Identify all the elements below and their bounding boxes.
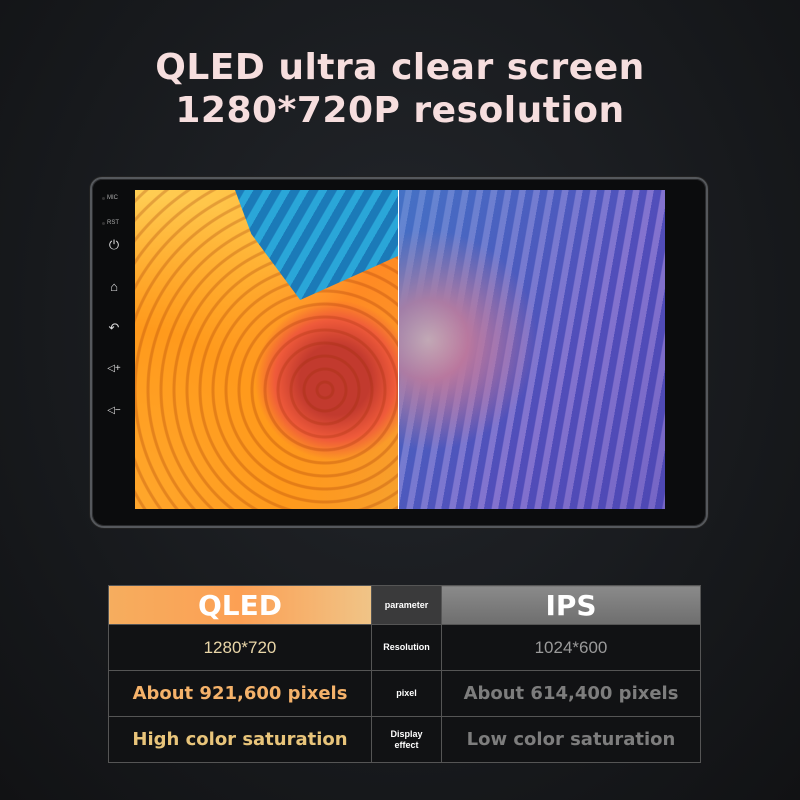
- parameter-resolution: Resolution: [371, 624, 442, 671]
- headline-line-1: QLED ultra clear screen: [155, 47, 645, 88]
- qled-display-effect: High color saturation: [108, 716, 372, 763]
- power-icon[interactable]: ⏻: [108, 237, 120, 252]
- side-panel: MIC RST ⏻ ⌂ ↶ ◁+ ◁−: [92, 179, 137, 526]
- headline-line-2: 1280*720P resolution: [175, 90, 625, 131]
- parameter-pixel: pixel: [371, 670, 442, 717]
- table-header-row: QLED parameter IPS: [108, 585, 701, 625]
- qled-pixels: About 921,600 pixels: [108, 670, 372, 717]
- table-row: High color saturation Display effect Low …: [108, 716, 701, 763]
- back-icon[interactable]: ↶: [108, 320, 120, 335]
- volume-down-icon[interactable]: ◁−: [107, 405, 121, 416]
- ips-fade: [398, 190, 665, 509]
- rst-label: RST: [102, 220, 119, 226]
- ips-pixels: About 614,400 pixels: [441, 670, 701, 717]
- parameter-display-effect: Display effect: [371, 716, 442, 763]
- parameter-header: parameter: [371, 585, 442, 625]
- ips-display-effect: Low color saturation: [441, 716, 701, 763]
- parameter-display-line2: effect: [394, 739, 419, 750]
- qled-header: QLED: [108, 585, 372, 625]
- comparison-table: QLED parameter IPS 1280*720 Resolution 1…: [108, 585, 701, 763]
- mic-label: MIC: [102, 195, 118, 201]
- parameter-display-line1: Display: [390, 728, 423, 739]
- ips-resolution: 1024*600: [441, 624, 701, 671]
- comparison-divider: [398, 190, 399, 509]
- table-row: About 921,600 pixels pixel About 614,400…: [108, 670, 701, 717]
- screen-display: [135, 190, 665, 509]
- table-row: 1280*720 Resolution 1024*600: [108, 624, 701, 671]
- ips-header: IPS: [441, 585, 701, 625]
- qled-resolution: 1280*720: [108, 624, 372, 671]
- home-icon[interactable]: ⌂: [110, 279, 118, 294]
- ips-image-half: [398, 190, 665, 509]
- car-stereo-device: MIC RST ⏻ ⌂ ↶ ◁+ ◁−: [90, 177, 708, 528]
- volume-up-icon[interactable]: ◁+: [107, 363, 121, 374]
